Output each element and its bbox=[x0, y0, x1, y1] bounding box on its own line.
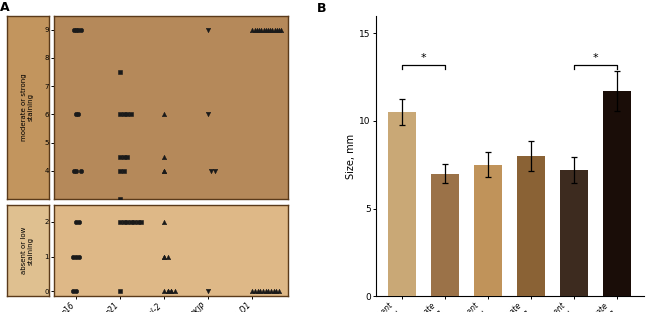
Point bbox=[71, 219, 81, 224]
Bar bbox=[431, 173, 459, 296]
Text: *: * bbox=[421, 53, 426, 63]
Point bbox=[71, 27, 81, 32]
Point bbox=[74, 254, 85, 259]
Point bbox=[247, 289, 257, 294]
Point bbox=[73, 112, 84, 117]
Point bbox=[71, 289, 81, 294]
Point bbox=[125, 219, 136, 224]
Text: A: A bbox=[0, 1, 10, 14]
Point bbox=[159, 254, 170, 259]
Point bbox=[247, 27, 257, 32]
Point bbox=[75, 27, 86, 32]
Point bbox=[68, 254, 78, 259]
Point bbox=[115, 70, 125, 75]
Point bbox=[272, 27, 282, 32]
Point bbox=[71, 112, 81, 117]
Text: absent or low
staining: absent or low staining bbox=[21, 227, 34, 274]
Point bbox=[115, 168, 125, 173]
Point bbox=[263, 27, 273, 32]
Bar bbox=[603, 91, 631, 296]
Point bbox=[268, 289, 279, 294]
Point bbox=[118, 154, 129, 159]
Point bbox=[115, 289, 125, 294]
Point bbox=[162, 254, 173, 259]
Point bbox=[159, 254, 170, 259]
Point bbox=[115, 154, 125, 159]
Point bbox=[250, 289, 261, 294]
Point bbox=[263, 289, 274, 294]
Point bbox=[136, 219, 147, 224]
Point bbox=[118, 112, 129, 117]
Point bbox=[203, 112, 214, 117]
Point bbox=[206, 168, 216, 173]
Point bbox=[159, 168, 170, 173]
Text: B: B bbox=[317, 2, 326, 15]
Point bbox=[129, 219, 140, 224]
Point bbox=[252, 27, 262, 32]
Point bbox=[122, 154, 133, 159]
Point bbox=[203, 27, 214, 32]
Point bbox=[159, 112, 170, 117]
Point bbox=[274, 27, 284, 32]
Point bbox=[162, 289, 173, 294]
Point bbox=[75, 168, 86, 173]
Point bbox=[159, 219, 170, 224]
Point bbox=[71, 168, 81, 173]
Y-axis label: Size, mm: Size, mm bbox=[346, 134, 356, 178]
Point bbox=[69, 27, 79, 32]
Bar bbox=[474, 165, 502, 296]
Point bbox=[166, 289, 177, 294]
Point bbox=[68, 289, 78, 294]
Point bbox=[258, 27, 268, 32]
Point bbox=[261, 27, 271, 32]
Point bbox=[115, 219, 125, 224]
Point bbox=[133, 219, 143, 224]
Point bbox=[267, 27, 278, 32]
Point bbox=[74, 219, 85, 224]
Point bbox=[159, 289, 170, 294]
Point bbox=[261, 289, 271, 294]
Point bbox=[276, 27, 287, 32]
Point bbox=[170, 289, 180, 294]
Point bbox=[115, 197, 125, 202]
Text: moderate or strong
staining: moderate or strong staining bbox=[21, 74, 34, 141]
Point bbox=[256, 27, 266, 32]
Point bbox=[209, 168, 220, 173]
Point bbox=[118, 219, 129, 224]
Bar bbox=[560, 170, 588, 296]
Point bbox=[265, 27, 276, 32]
Point bbox=[250, 27, 260, 32]
Bar bbox=[388, 112, 416, 296]
Point bbox=[73, 27, 84, 32]
Point bbox=[69, 168, 79, 173]
Point bbox=[125, 112, 136, 117]
Point bbox=[269, 27, 280, 32]
Text: *: * bbox=[593, 53, 599, 63]
Point bbox=[271, 289, 281, 294]
Point bbox=[162, 289, 173, 294]
Point bbox=[159, 168, 170, 173]
Bar bbox=[517, 156, 545, 296]
Point bbox=[159, 154, 170, 159]
Point bbox=[118, 168, 129, 173]
Point bbox=[166, 289, 177, 294]
Point bbox=[255, 289, 266, 294]
Point bbox=[274, 289, 284, 294]
Point bbox=[203, 289, 214, 294]
Point bbox=[122, 219, 133, 224]
Point bbox=[258, 289, 268, 294]
Point bbox=[71, 254, 81, 259]
Point bbox=[254, 27, 265, 32]
Point bbox=[266, 289, 276, 294]
Point bbox=[115, 112, 125, 117]
Point bbox=[253, 289, 263, 294]
Point bbox=[122, 112, 133, 117]
